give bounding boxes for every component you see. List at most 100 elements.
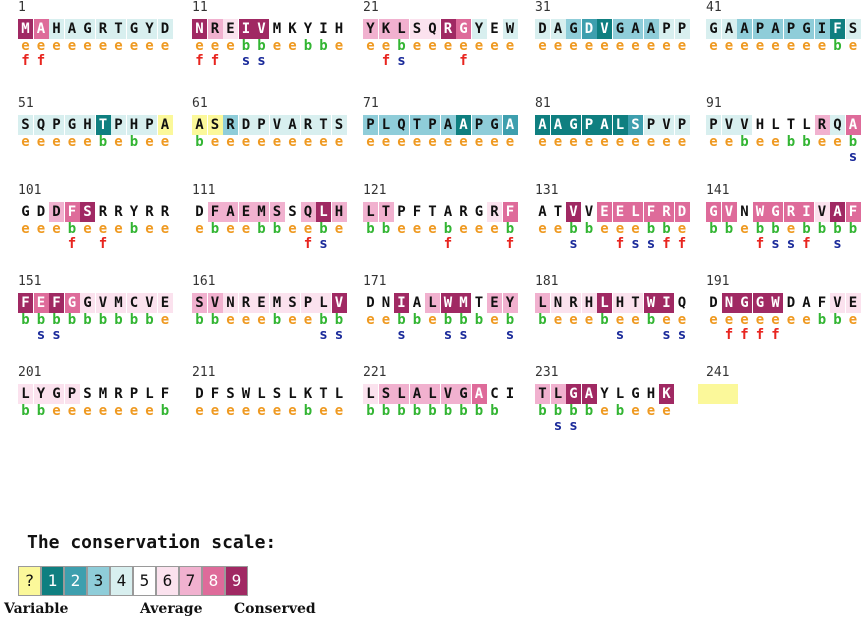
buried-mark: b	[397, 38, 406, 54]
residue-cell: P	[471, 115, 487, 135]
residue-cell: V	[142, 293, 157, 313]
residue-cell: R	[111, 202, 126, 222]
exposed-mark: e	[428, 312, 437, 328]
exposed-mark: e	[226, 38, 235, 54]
exposed-mark: e	[412, 38, 422, 54]
residue-cell: M	[95, 384, 111, 404]
residue-cell: K	[300, 384, 316, 404]
position-number: 31	[535, 0, 551, 15]
residue-cell: A	[535, 115, 550, 135]
residue-cell: W	[768, 293, 783, 313]
buried-mark: b	[67, 221, 77, 237]
residue-cell: D	[49, 202, 64, 222]
structural-mark: s	[334, 327, 344, 343]
exposed-mark: e	[67, 134, 77, 150]
exposed-mark: e	[740, 312, 749, 328]
functional-mark: f	[755, 327, 765, 343]
position-number: 71	[363, 96, 379, 111]
position-number: 61	[192, 96, 208, 111]
residue-cell: Y	[363, 19, 378, 39]
exposed-mark: e	[36, 221, 46, 237]
residue-cell: L	[316, 202, 331, 222]
exposed-mark: e	[52, 134, 61, 150]
exposed-mark: e	[631, 38, 640, 54]
exposed-mark: e	[67, 403, 77, 419]
exposed-mark: e	[538, 134, 547, 150]
residue-cell: L	[550, 384, 566, 404]
buried-mark: b	[428, 403, 437, 419]
residue-cell: N	[378, 293, 394, 313]
residue-cell: L	[612, 115, 628, 135]
position-number: 131	[535, 183, 559, 198]
residue-cell: M	[18, 19, 33, 39]
structural-mark: s	[397, 53, 406, 69]
exposed-mark: e	[226, 403, 235, 419]
residue-cell: H	[643, 384, 659, 404]
exposed-mark: e	[646, 38, 656, 54]
buried-mark: b	[36, 403, 46, 419]
conservation-scale-bar: ? 1 2 3 4 5 6 7 8 9	[18, 566, 248, 596]
residue-cell: P	[674, 115, 690, 135]
exposed-mark: e	[428, 221, 437, 237]
buried-mark: b	[443, 403, 453, 419]
buried-mark: b	[129, 134, 139, 150]
buried-mark: b	[195, 312, 204, 328]
residue-cell: G	[49, 384, 64, 404]
residue-cell: E	[612, 202, 628, 222]
residue-cell: E	[487, 293, 502, 313]
functional-mark: f	[740, 327, 749, 343]
buried-mark: b	[724, 221, 734, 237]
residue-cell: A	[628, 19, 643, 39]
buried-mark: b	[443, 312, 453, 328]
residue-cell: P	[254, 115, 269, 135]
residue-cell: Y	[471, 19, 487, 39]
residue-cell: T	[425, 202, 440, 222]
exposed-mark: e	[490, 134, 499, 150]
residue-cell: D	[192, 202, 207, 222]
buried-mark: b	[584, 403, 594, 419]
buried-mark: b	[817, 221, 827, 237]
exposed-mark: e	[677, 221, 687, 237]
exposed-mark: e	[412, 221, 422, 237]
buried-mark: b	[319, 221, 328, 237]
residue-cell: T	[471, 293, 487, 313]
position-number: 1	[18, 0, 26, 15]
residue-cell: W	[502, 19, 518, 39]
buried-mark: b	[195, 134, 204, 150]
exposed-mark: e	[631, 312, 640, 328]
scale-cell: 6	[156, 566, 179, 596]
functional-mark: f	[755, 236, 765, 252]
buried-mark: b	[459, 403, 468, 419]
residue-cell: Q	[674, 293, 690, 313]
buried-mark: b	[646, 221, 656, 237]
residue-cell: E	[597, 202, 612, 222]
residue-cell: L	[425, 293, 440, 313]
residue-cell: A	[192, 115, 207, 135]
residue-cell: K	[378, 19, 394, 39]
residue-cell: V	[269, 115, 285, 135]
buried-mark: b	[83, 312, 92, 328]
residue-cell: E	[157, 293, 173, 313]
buried-mark: b	[833, 221, 842, 237]
structural-mark: s	[569, 236, 578, 252]
buried-mark: b	[319, 38, 328, 54]
buried-mark: b	[474, 312, 484, 328]
residue-cell: C	[487, 384, 502, 404]
residue-cell: I	[316, 19, 331, 39]
exposed-mark: e	[600, 134, 609, 150]
residue-cell: F	[49, 293, 64, 313]
structural-mark: s	[569, 418, 578, 434]
residue-cell: P	[752, 19, 768, 39]
exposed-mark: e	[615, 312, 625, 328]
exposed-mark: e	[98, 38, 108, 54]
residue-cell: L	[535, 293, 550, 313]
residue-cell: G	[64, 293, 80, 313]
exposed-mark: e	[288, 403, 297, 419]
residue-cell: G	[471, 202, 487, 222]
buried-mark: b	[334, 312, 344, 328]
residue-cell: I	[502, 384, 518, 404]
residue-cell: S	[207, 115, 223, 135]
